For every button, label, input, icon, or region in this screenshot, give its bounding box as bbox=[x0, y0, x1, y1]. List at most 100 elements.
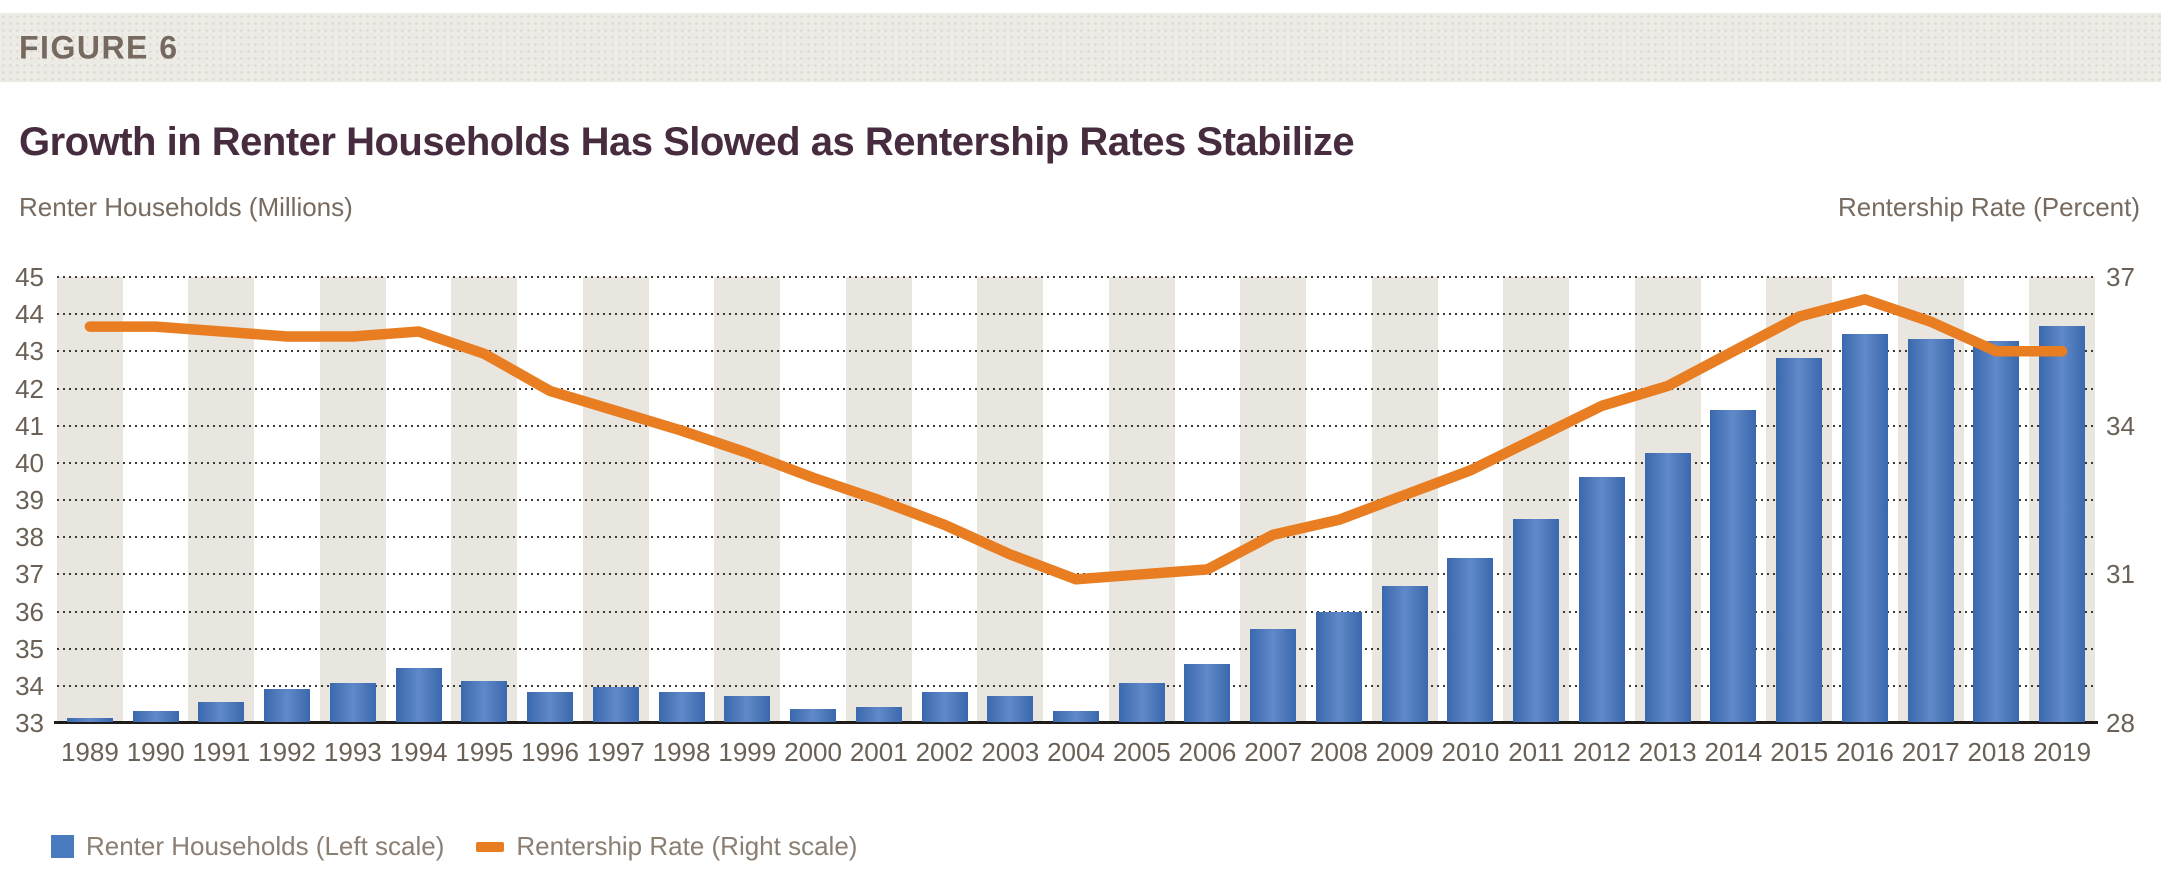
figure-number: FIGURE 6 bbox=[19, 29, 179, 65]
year-label-1999: 1999 bbox=[718, 737, 777, 767]
bar-2010 bbox=[1447, 558, 1494, 722]
bar-1997 bbox=[592, 686, 639, 722]
year-label-2000: 2000 bbox=[784, 737, 842, 767]
bar-2019 bbox=[2039, 326, 2086, 722]
year-label-2017: 2017 bbox=[1901, 737, 1960, 767]
bar-2004 bbox=[1053, 710, 1099, 722]
year-label-2014: 2014 bbox=[1704, 737, 1763, 767]
legend-label-renter-households: Renter Households (Left scale) bbox=[86, 831, 445, 861]
bar-2016 bbox=[1841, 333, 1888, 722]
plot-area bbox=[54, 276, 2098, 724]
chart-title: Growth in Renter Households Has Slowed a… bbox=[19, 120, 1355, 164]
bar-2013 bbox=[1644, 452, 1691, 722]
year-label-2009: 2009 bbox=[1375, 737, 1434, 767]
bar-2000 bbox=[790, 709, 837, 722]
gridline-36 bbox=[57, 610, 2095, 613]
bar-1993 bbox=[329, 682, 376, 722]
gridline-43 bbox=[57, 350, 2095, 353]
bar-1994 bbox=[395, 668, 442, 722]
year-label-2003: 2003 bbox=[981, 737, 1040, 767]
right-tick-34: 34 bbox=[2106, 410, 2135, 441]
left-axis-title: Renter Households (Millions) bbox=[19, 192, 353, 222]
bar-1999 bbox=[724, 695, 771, 722]
year-label-2013: 2013 bbox=[1638, 737, 1697, 767]
right-tick-37: 37 bbox=[2106, 262, 2135, 292]
year-label-2005: 2005 bbox=[1112, 737, 1171, 767]
bar-2014 bbox=[1710, 409, 1757, 722]
figure-label-band: FIGURE 6 bbox=[0, 13, 2161, 82]
gridline-35 bbox=[57, 647, 2095, 650]
left-tick-39: 39 bbox=[15, 485, 44, 515]
bar-2011 bbox=[1513, 519, 1560, 722]
bar-1992 bbox=[264, 688, 311, 722]
bar-2006 bbox=[1184, 664, 1231, 722]
legend-label-rentership-rate: Rentership Rate (Right scale) bbox=[516, 831, 858, 861]
left-tick-41: 41 bbox=[15, 410, 44, 441]
bar-1989 bbox=[66, 718, 113, 722]
gridline-41 bbox=[57, 424, 2095, 427]
year-label-2007: 2007 bbox=[1244, 737, 1303, 767]
legend: Renter Households (Left scale) Rentershi… bbox=[51, 831, 857, 862]
year-label-2006: 2006 bbox=[1178, 737, 1237, 767]
year-label-1989: 1989 bbox=[60, 737, 119, 767]
left-tick-33: 33 bbox=[15, 708, 44, 738]
bar-2018 bbox=[1973, 341, 2020, 722]
gridline-42 bbox=[57, 387, 2095, 390]
bar-2012 bbox=[1578, 476, 1625, 722]
year-label-1991: 1991 bbox=[192, 737, 251, 767]
year-label-1990: 1990 bbox=[126, 737, 185, 767]
year-label-2019: 2019 bbox=[2033, 737, 2092, 767]
bar-2003 bbox=[987, 695, 1034, 722]
year-label-2001: 2001 bbox=[849, 737, 908, 767]
right-axis-title: Rentership Rate (Percent) bbox=[1837, 192, 2140, 222]
left-tick-37: 37 bbox=[15, 559, 44, 590]
bar-2008 bbox=[1315, 612, 1362, 722]
year-label-2012: 2012 bbox=[1573, 737, 1631, 767]
left-tick-36: 36 bbox=[15, 596, 44, 627]
right-tick-31: 31 bbox=[2106, 559, 2135, 590]
left-tick-44: 44 bbox=[15, 299, 44, 330]
left-tick-40: 40 bbox=[15, 447, 44, 478]
rentership-rate-line-layer bbox=[84, 294, 2068, 585]
bar-2007 bbox=[1250, 629, 1297, 722]
year-label-1998: 1998 bbox=[652, 737, 711, 767]
year-label-2010: 2010 bbox=[1441, 737, 1500, 767]
gridline-40 bbox=[57, 461, 2095, 464]
year-label-1997: 1997 bbox=[586, 737, 645, 767]
legend-line-swatch bbox=[476, 841, 505, 852]
bar-2002 bbox=[921, 692, 968, 722]
year-label-1994: 1994 bbox=[389, 737, 448, 767]
gridline-39 bbox=[57, 499, 2095, 501]
year-label-2016: 2016 bbox=[1835, 737, 1894, 767]
year-label-1996: 1996 bbox=[521, 737, 579, 767]
left-tick-45: 45 bbox=[15, 262, 44, 292]
bar-1998 bbox=[658, 692, 705, 722]
gridline-38 bbox=[57, 536, 2095, 539]
left-tick-38: 38 bbox=[15, 522, 44, 553]
rentership-rate-line bbox=[84, 294, 2068, 585]
left-tick-34: 34 bbox=[15, 670, 44, 701]
bar-1995 bbox=[461, 681, 508, 722]
bar-1996 bbox=[527, 692, 574, 722]
left-tick-43: 43 bbox=[15, 336, 44, 367]
bar-2009 bbox=[1381, 586, 1428, 722]
bar-1990 bbox=[132, 710, 179, 722]
year-label-1995: 1995 bbox=[455, 737, 514, 767]
right-tick-28: 28 bbox=[2106, 708, 2135, 738]
year-label-2015: 2015 bbox=[1770, 737, 1829, 767]
x-axis-line bbox=[54, 721, 2098, 724]
bar-2001 bbox=[855, 707, 902, 722]
year-label-2002: 2002 bbox=[915, 737, 974, 767]
year-label-2018: 2018 bbox=[1967, 737, 2026, 767]
year-label-2011: 2011 bbox=[1508, 737, 1565, 767]
bar-1991 bbox=[198, 701, 245, 722]
gridline-45 bbox=[57, 276, 2095, 278]
year-label-2008: 2008 bbox=[1310, 737, 1368, 767]
left-tick-35: 35 bbox=[15, 633, 44, 664]
gridline-34 bbox=[57, 684, 2095, 687]
legend-bar-swatch bbox=[51, 835, 74, 858]
left-tick-42: 42 bbox=[15, 373, 44, 404]
year-label-1993: 1993 bbox=[323, 737, 382, 767]
gridline-44 bbox=[57, 313, 2095, 316]
